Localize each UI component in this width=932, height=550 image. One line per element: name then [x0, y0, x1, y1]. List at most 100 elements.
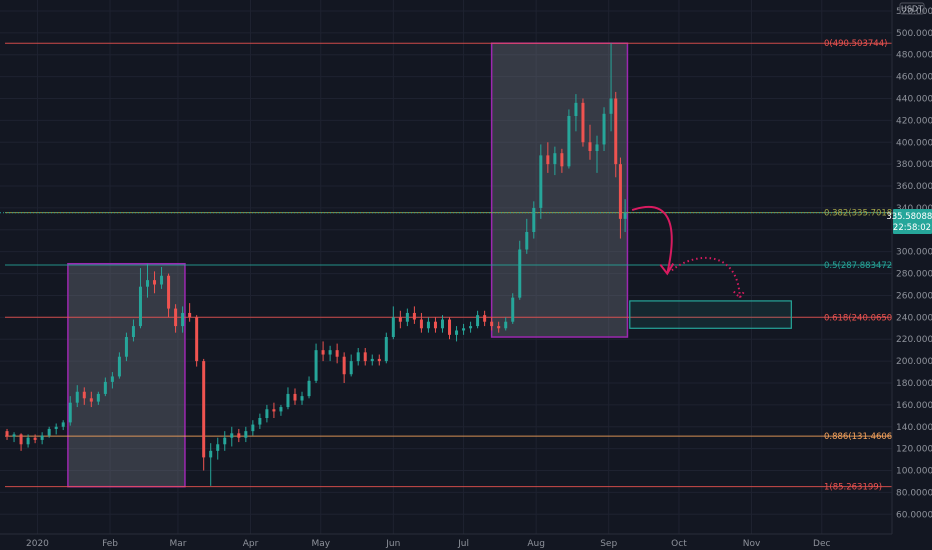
price-tick-label: 500.000000 — [896, 29, 932, 39]
price-tick-label: 60.000000 — [896, 510, 932, 520]
candle-body — [349, 361, 353, 375]
candle-body — [440, 319, 444, 329]
candle-body — [455, 330, 459, 335]
highlight-box-jul-sep-rally — [490, 42, 629, 338]
target-zone-box — [629, 300, 792, 329]
candle-body — [307, 380, 311, 397]
price-tick-label: 360.000000 — [896, 182, 932, 192]
target-zone — [629, 300, 792, 329]
price-tick-label: 420.000000 — [896, 116, 932, 126]
candle-body — [138, 286, 142, 327]
candle-body — [40, 435, 44, 440]
candle-body — [462, 328, 466, 331]
price-tick-label: 180.000000 — [896, 379, 932, 389]
candle-body — [223, 437, 227, 445]
candle-body — [300, 396, 304, 401]
candle-body — [272, 409, 276, 412]
fib-label-0.618: 0.618(240.065087) — [824, 313, 906, 323]
price-tick-label: 80.000000 — [896, 488, 932, 498]
price-tick-label: 200.000000 — [896, 357, 932, 367]
candle-body — [539, 155, 543, 208]
candle-body — [293, 393, 297, 401]
candle-body — [405, 312, 409, 322]
candle-body — [595, 144, 599, 152]
candle-body — [623, 212, 627, 219]
candle-body — [68, 402, 72, 423]
price-tick-label: 120.000000 — [896, 445, 932, 455]
fib-label-1: 1(85.263199) — [824, 483, 882, 493]
projection-arrow-down — [631, 205, 673, 274]
price-axis-background — [892, 0, 932, 550]
highlight-boxes — [67, 42, 629, 488]
fib-label-0.5: 0.5(287.883472) — [824, 261, 896, 271]
candle-body — [511, 297, 515, 322]
time-tick-label: Jul — [457, 539, 469, 549]
candle-body — [546, 155, 550, 165]
candle-body — [160, 275, 164, 285]
time-tick-label: Sep — [600, 539, 617, 549]
candle-body — [153, 280, 157, 285]
candle-body — [244, 431, 248, 438]
candle-body — [419, 319, 423, 329]
candle-body — [377, 358, 381, 362]
price-tick-label: 280.000000 — [896, 270, 932, 280]
candle-body — [518, 249, 522, 298]
candles — [5, 43, 627, 486]
candle-body — [490, 321, 494, 327]
candle-body — [19, 434, 23, 445]
candle-body — [5, 431, 9, 437]
candle-body — [363, 352, 367, 362]
candle-body — [433, 321, 437, 329]
candle-body — [202, 361, 206, 458]
time-tick-label: Dec — [813, 539, 830, 549]
candle-body — [82, 391, 86, 399]
candle-body — [356, 352, 360, 362]
projection-arrowhead-down — [659, 263, 675, 276]
candle-body — [181, 312, 185, 327]
candle-body — [314, 350, 318, 381]
candle-body — [574, 102, 578, 116]
time-tick-label: Nov — [743, 539, 761, 549]
candle-body — [335, 350, 339, 357]
price-tick-label: 480.000000 — [896, 51, 932, 61]
candle-body — [476, 315, 480, 327]
projection-arrow-dotted — [671, 256, 741, 298]
candle-body — [370, 358, 374, 362]
fib-label-0: 0(490.503744) — [824, 39, 887, 49]
price-tick-label: 220.000000 — [896, 335, 932, 345]
candle-body — [618, 164, 622, 219]
highlight-box-jan-feb-rally — [67, 262, 186, 488]
projection-arrows — [631, 205, 746, 300]
price-tick-label: 380.000000 — [896, 160, 932, 170]
current-price-tag: 335.580880 22:58:02 — [886, 209, 932, 234]
candle-body — [54, 426, 58, 429]
candle-body — [426, 321, 430, 329]
candle-body — [279, 407, 283, 412]
time-axis[interactable]: 2020 Feb Mar Apr May Jun Jul Aug Sep Oct Nov Dec — [26, 539, 831, 549]
candle-body — [581, 102, 585, 143]
candle-body — [504, 321, 508, 329]
price-tick-label: 300.000000 — [896, 248, 932, 258]
candle-body — [124, 337, 128, 357]
candle-body — [26, 437, 30, 445]
candle-body — [328, 350, 332, 355]
candle-body — [602, 113, 606, 145]
candle-body — [237, 433, 241, 438]
candle-body — [412, 312, 416, 320]
price-tick-label: 260.000000 — [896, 291, 932, 301]
candle-body — [497, 326, 501, 329]
fib-label-0.886: 0.886(131.460621) — [824, 432, 906, 442]
time-tick-label: 2020 — [26, 539, 49, 549]
candle-body — [89, 398, 93, 402]
price-tick-label: 440.000000 — [896, 94, 932, 104]
time-tick-label: Oct — [671, 539, 687, 549]
price-axis[interactable]: 60.000000 80.000000 100.000000 120.000000 14… — [896, 7, 932, 520]
price-tick-label: 340.000000 — [896, 204, 932, 214]
candle-body — [216, 444, 220, 451]
candle-body — [258, 418, 262, 425]
currency-badge[interactable]: USDT — [899, 2, 925, 15]
candle-body — [286, 393, 290, 408]
price-tick-label: 100.000000 — [896, 467, 932, 477]
